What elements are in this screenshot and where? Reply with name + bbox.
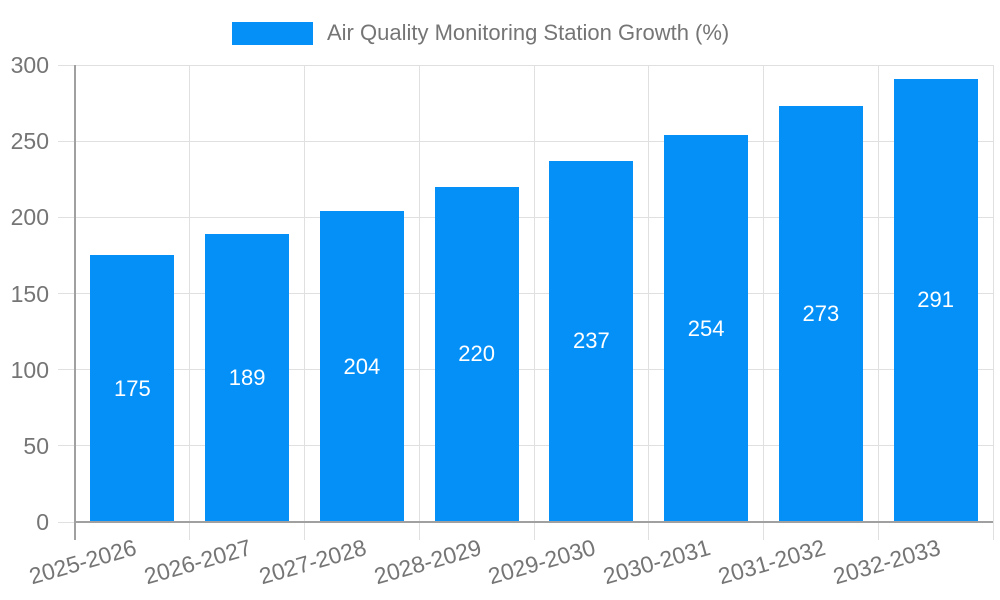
gridline-horizontal	[58, 369, 993, 371]
gridline-vertical	[304, 65, 305, 540]
y-axis-tick-label: 0	[36, 509, 49, 535]
gridline-horizontal	[58, 216, 993, 218]
gridline-vertical	[533, 65, 535, 540]
y-axis-tick-label: 150	[10, 280, 49, 307]
bar-2032-2033[interactable]	[893, 78, 978, 522]
gridline-horizontal	[58, 445, 993, 447]
gridline-vertical	[648, 65, 650, 540]
y-axis-tick-label: 300	[10, 52, 49, 78]
gridline-horizontal	[58, 140, 993, 142]
x-axis-line	[75, 521, 993, 523]
legend-swatch	[232, 21, 313, 45]
bar-2025-2026[interactable]	[90, 255, 175, 522]
y-axis-tick-label: 200	[10, 204, 49, 231]
y-axis-tick-label: 250	[10, 128, 49, 155]
gridline-horizontal	[58, 293, 993, 294]
y-axis-tick-label: 100	[10, 356, 49, 383]
gridline-vertical	[189, 65, 191, 540]
legend[interactable]: Air Quality Monitoring Station Growth (%…	[232, 20, 729, 46]
bar-2031-2032[interactable]	[778, 106, 863, 522]
bar-2026-2027[interactable]	[205, 234, 290, 522]
legend-label: Air Quality Monitoring Station Growth (%…	[327, 20, 730, 45]
gridline-vertical	[992, 65, 994, 540]
bar-2029-2030[interactable]	[549, 160, 634, 522]
gridline-horizontal	[58, 64, 993, 66]
gridline-vertical	[877, 65, 879, 540]
y-axis-line	[74, 65, 76, 540]
bar-2028-2029[interactable]	[434, 186, 519, 522]
gridline-vertical	[763, 65, 764, 540]
gridline-vertical	[418, 65, 420, 540]
bar-2030-2031[interactable]	[664, 135, 749, 522]
y-axis-tick-label: 50	[23, 432, 49, 459]
bar-2027-2028[interactable]	[319, 211, 404, 522]
